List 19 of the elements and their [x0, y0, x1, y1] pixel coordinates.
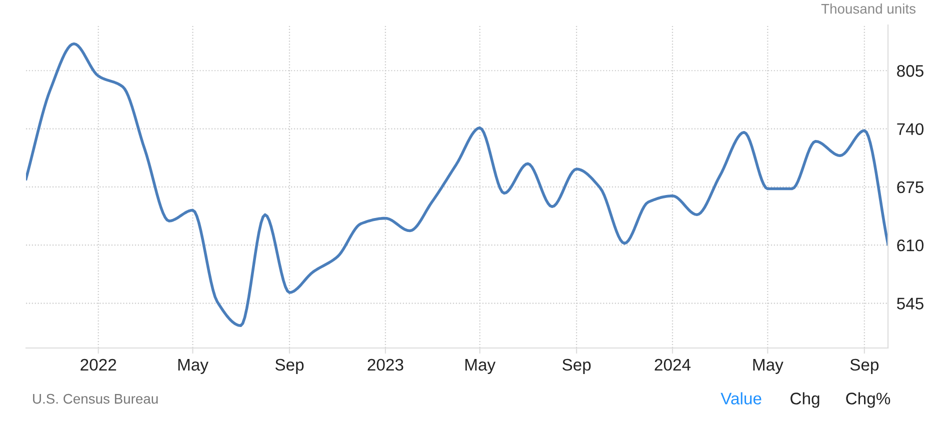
x-tick-label: Sep — [850, 358, 879, 374]
x-tick-label: Sep — [562, 358, 591, 374]
x-tick-label: 2024 — [654, 358, 691, 371]
y-tick-label: 610 — [897, 240, 924, 252]
y-axis-title: Thousand units — [821, 4, 916, 14]
text: Value — [720, 392, 762, 404]
y-tick-label: 675 — [897, 181, 924, 194]
x-tick-label: May — [465, 359, 496, 374]
x-tick-label: Sep — [275, 358, 304, 374]
text: Chg — [790, 392, 820, 408]
y-tick-label: 545 — [897, 298, 924, 310]
y-tick-label: 805 — [897, 65, 924, 77]
x-tick-label: May — [178, 359, 208, 374]
x-tick-label: 2022 — [80, 358, 116, 371]
x-tick-label: May — [753, 359, 784, 374]
text: Chg% — [846, 392, 890, 408]
text: U.S. Census Bureau — [33, 394, 158, 404]
y-tick-label: 740 — [897, 123, 924, 135]
x-tick-label: 2023 — [368, 358, 404, 371]
